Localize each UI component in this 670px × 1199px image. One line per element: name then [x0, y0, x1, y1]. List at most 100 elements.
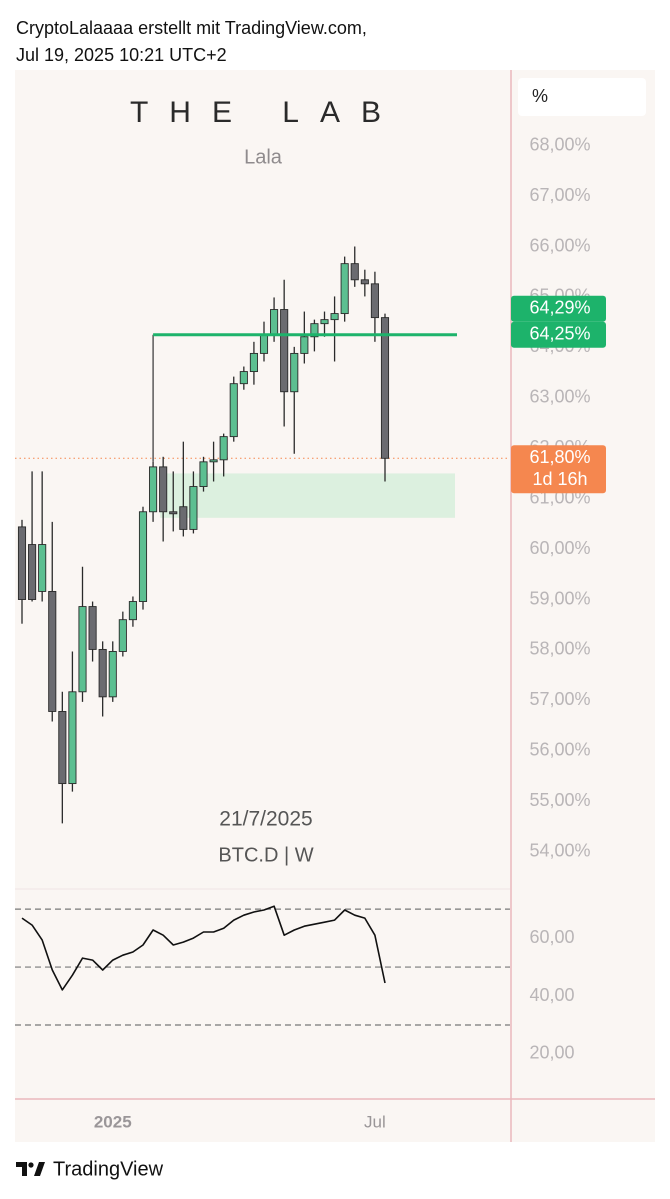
candle — [169, 471, 178, 532]
candle-body — [28, 544, 37, 600]
candle — [280, 279, 289, 427]
candle-body — [189, 486, 198, 530]
watermark-subtitle: Lala — [244, 146, 283, 168]
price-tag-label: 64,25% — [529, 324, 590, 344]
price-tag — [511, 295, 606, 322]
candle — [320, 311, 329, 337]
candle-body — [280, 309, 289, 393]
y-tick-label: 56,00% — [529, 740, 590, 760]
header-line: Jul 19, 2025 10:21 UTC+2 — [16, 45, 227, 65]
candle-body — [249, 352, 258, 373]
zone — [160, 473, 455, 518]
candle-body — [68, 691, 77, 785]
candle — [300, 311, 309, 364]
candle-body — [259, 334, 269, 354]
y-tick-label: 59,00% — [529, 588, 590, 608]
header-line: CryptoLalaaaa erstellt mit TradingView.c… — [16, 18, 367, 38]
candle — [138, 506, 148, 610]
candle — [340, 256, 349, 322]
candle — [128, 596, 137, 627]
candle-body — [350, 263, 359, 281]
y-tick-label: 60,00% — [529, 538, 590, 558]
candle-body — [310, 323, 319, 338]
candle-body — [118, 619, 127, 652]
candle — [159, 456, 168, 542]
candle — [209, 441, 218, 482]
price-tag — [511, 445, 606, 494]
candle-body — [340, 263, 349, 315]
unit-label[interactable]: % — [532, 86, 548, 106]
candle-body — [380, 317, 390, 459]
chart-annotation: BTC.D | W — [218, 844, 313, 866]
x-tick-label: 2025 — [94, 1112, 132, 1131]
candle-body — [108, 651, 117, 698]
watermark-title: THE LAB — [130, 96, 402, 129]
candle — [108, 641, 117, 702]
brand-logo — [16, 1162, 45, 1176]
candle-body — [219, 436, 228, 461]
unit-button[interactable] — [518, 78, 646, 116]
candle — [88, 601, 97, 662]
candle-body — [38, 544, 47, 592]
candle — [68, 651, 77, 792]
candle — [370, 271, 379, 342]
candle — [179, 441, 188, 537]
price-tag — [511, 321, 606, 348]
candle — [219, 433, 228, 477]
candle-body — [300, 336, 309, 354]
candle — [118, 611, 127, 657]
candle — [28, 471, 37, 602]
candle — [48, 521, 57, 722]
x-tick-label: Jul — [364, 1112, 386, 1131]
y-tick-label: 67,00% — [529, 185, 590, 205]
candle-body — [48, 590, 57, 712]
candle-body — [370, 283, 379, 319]
candle-body — [360, 279, 369, 285]
candle-body — [78, 606, 87, 693]
chart-annotation: 21/7/2025 — [219, 808, 312, 831]
candle — [249, 341, 258, 385]
candle-body — [239, 371, 248, 385]
candle — [350, 246, 359, 287]
candle-body — [330, 313, 339, 321]
candle — [229, 376, 238, 442]
candle — [330, 296, 339, 362]
candle-body — [159, 466, 168, 513]
candle-body — [229, 383, 238, 438]
candle — [360, 269, 369, 297]
y-tick-label: 66,00% — [529, 235, 590, 255]
candle-body — [179, 506, 188, 530]
rsi-line — [21, 905, 386, 991]
candle — [149, 461, 158, 522]
price-tag-label: 64,29% — [529, 298, 590, 318]
y-tick-label: 40,00 — [529, 985, 574, 1005]
candle-body — [169, 511, 178, 515]
y-tick-label: 54,00% — [529, 840, 590, 860]
candle-body — [290, 352, 299, 393]
candle — [38, 471, 47, 602]
y-tick-label: 63,00% — [529, 387, 590, 407]
candle — [380, 313, 390, 482]
candle-body — [17, 526, 27, 600]
brand-name: TradingView — [53, 1158, 164, 1180]
candle-body — [199, 461, 208, 487]
candle — [199, 456, 208, 492]
candle — [98, 641, 107, 717]
candle-body — [58, 711, 67, 785]
candle — [78, 566, 87, 702]
y-tick-label: 60,00 — [529, 927, 574, 947]
price-tag-sublabel: 1d 16h — [532, 469, 587, 489]
candle-body — [149, 466, 158, 513]
candle — [239, 366, 248, 390]
candle — [58, 691, 67, 824]
candle-body — [98, 648, 107, 698]
candle — [17, 519, 27, 624]
candle-body — [320, 319, 329, 325]
candle-body — [88, 606, 97, 650]
candle-body — [128, 601, 137, 621]
y-tick-label: 20,00 — [529, 1043, 574, 1063]
y-tick-label: 55,00% — [529, 790, 590, 810]
y-tick-label: 58,00% — [529, 639, 590, 659]
candle — [189, 471, 198, 534]
